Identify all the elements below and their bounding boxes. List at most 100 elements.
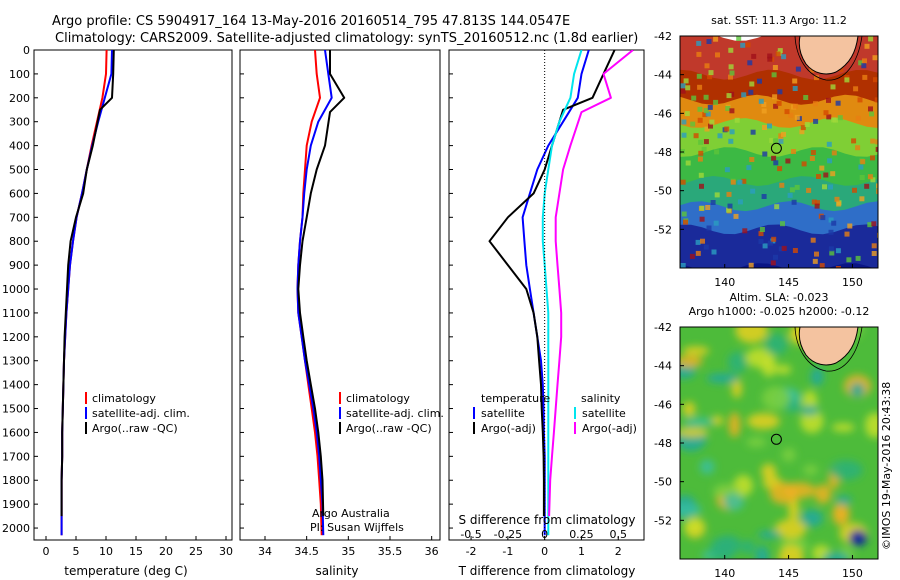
sst-pixel — [776, 100, 782, 106]
sst-pixel — [697, 106, 703, 112]
sst-pixel — [795, 66, 801, 72]
sst-pixel — [749, 81, 755, 87]
sst-pixel — [775, 51, 781, 57]
sla-feature — [769, 482, 798, 505]
sst-pixel — [855, 115, 861, 121]
sst-pixel — [749, 157, 755, 162]
sst-pixel — [859, 175, 865, 180]
sst-pixel — [726, 207, 732, 213]
sst-pixel — [822, 184, 827, 190]
sla-feature — [741, 539, 756, 555]
sst-pixel — [750, 129, 756, 135]
sst-pixel — [771, 236, 777, 242]
x-tick-label: 35 — [341, 545, 355, 558]
sst-pixel — [835, 248, 841, 254]
sst-pixel — [828, 184, 833, 190]
sst-pixel — [681, 132, 687, 138]
sst-pixel — [705, 111, 711, 117]
sst-pixel — [761, 108, 767, 114]
legend-label-s-satellite: satellite — [582, 407, 626, 420]
sst-pixel — [724, 126, 730, 132]
sst-pixel — [777, 166, 783, 172]
sst-pixel — [857, 97, 863, 103]
sla-feature — [761, 463, 777, 479]
sst-pixel — [870, 138, 876, 144]
sst-pixel — [771, 155, 777, 161]
sst-pixel — [834, 196, 840, 202]
sla-feature — [682, 401, 696, 417]
sst-pixel — [706, 39, 712, 44]
sst-pixel — [847, 223, 853, 229]
x-tick-label: 1 — [578, 545, 585, 558]
sla-feature — [822, 552, 850, 559]
sst-pixel — [680, 83, 686, 89]
sst-pixel — [826, 97, 831, 103]
sst-pixel — [830, 84, 836, 90]
sst-pixel — [758, 238, 764, 244]
sst-pixel — [868, 36, 874, 42]
s-tick-label: -0.5 — [460, 528, 481, 541]
sst-pixel — [777, 48, 783, 54]
difference-top-xlabel: S difference from climatology — [459, 513, 636, 527]
sst-pixel — [728, 47, 734, 53]
sst-pixel — [737, 179, 743, 185]
sst-pixel — [725, 105, 731, 111]
sst-pixel — [781, 54, 787, 60]
sst-pixel — [819, 165, 825, 171]
sst-pixel — [859, 196, 865, 202]
sla-feature — [814, 484, 832, 504]
sst-pixel — [708, 70, 714, 76]
sst-pixel — [873, 77, 878, 83]
sla-feature — [803, 464, 818, 476]
sst-pixel — [750, 188, 756, 194]
sla-feature — [757, 530, 782, 539]
sst-pixel — [759, 227, 765, 232]
sst-pixel — [707, 74, 713, 80]
sst-pixel — [792, 103, 798, 109]
difference-legend: temperature salinity satellite Argo(-adj… — [473, 392, 637, 435]
sst-pixel — [748, 262, 754, 268]
sst-pixel — [713, 36, 719, 42]
sla-feature — [680, 427, 709, 438]
sst-pixel — [874, 97, 878, 103]
y-tick-label: 1300 — [2, 355, 30, 368]
sst-pixel — [858, 164, 864, 170]
x-tick-label: 20 — [159, 545, 173, 558]
sst-pixel — [778, 138, 784, 144]
sst-pixel — [814, 75, 819, 81]
sst-pixel — [871, 251, 877, 256]
sst-pixel — [693, 133, 699, 139]
y-tick-label: 400 — [9, 140, 30, 153]
sst-pixel — [695, 250, 701, 256]
land-tasmania — [798, 327, 859, 366]
temperature-panel-frame — [33, 49, 233, 541]
sst-pixel — [726, 191, 732, 197]
sst-pixel — [680, 263, 686, 268]
sst-pixel — [770, 260, 776, 266]
sst-pixel — [680, 179, 686, 185]
sst-pixel — [690, 121, 696, 127]
sla-map-title-line1: Altim. SLA: -0.023 — [729, 291, 828, 304]
sst-pixel — [698, 139, 704, 145]
y-tick-label: 1200 — [2, 331, 30, 344]
sla-feature — [764, 333, 788, 356]
sst-pixel — [741, 92, 747, 98]
sla-feature — [832, 501, 850, 526]
sst-pixel — [715, 52, 720, 58]
sst-pixel — [730, 179, 736, 185]
map-y-tick-label: -44 — [654, 69, 672, 82]
sst-pixel — [771, 72, 777, 78]
sst-pixel — [700, 238, 705, 244]
sst-pixel — [828, 217, 834, 223]
sst-pixel — [746, 165, 752, 171]
sst-pixel — [762, 151, 768, 157]
sst-pixel — [792, 78, 798, 84]
difference-plot: -2 -1 0 1 2 -0.5 -0.25 0 0.25 0.5 — [449, 49, 634, 558]
map-x-tick-label: 140 — [714, 567, 735, 580]
map-x-tick-label: 145 — [778, 567, 799, 580]
sst-pixel — [705, 205, 711, 210]
sla-feature — [682, 346, 710, 356]
sst-pixel — [835, 266, 841, 268]
sst-pixel — [852, 187, 857, 193]
legend-label-s-argo: Argo(-adj) — [582, 422, 637, 435]
